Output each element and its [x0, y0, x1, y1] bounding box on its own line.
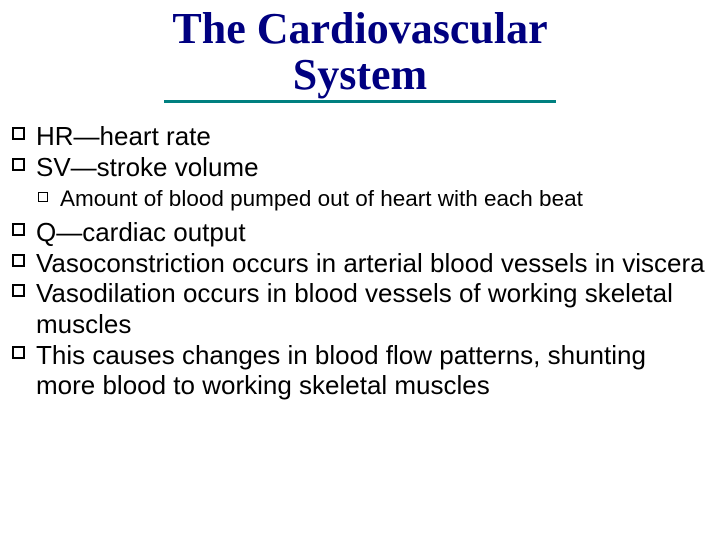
slide: The Cardiovascular System HR—heart rate … — [0, 0, 720, 540]
bullet-text: HR—heart rate — [36, 121, 211, 151]
bullet-text: This causes changes in blood flow patter… — [36, 340, 646, 401]
bullet-text: SV—stroke volume — [36, 152, 259, 182]
sub-bullet-item: Amount of blood pumped out of heart with… — [36, 185, 712, 213]
bullet-item: HR—heart rate — [8, 121, 712, 152]
slide-title: The Cardiovascular System — [164, 6, 555, 103]
title-container: The Cardiovascular System — [0, 0, 720, 103]
bullet-item: Vasodilation occurs in blood vessels of … — [8, 278, 712, 339]
bullet-item: This causes changes in blood flow patter… — [8, 340, 712, 401]
bullet-item: SV—stroke volume Amount of blood pumped … — [8, 152, 712, 213]
sub-bullet-list: Amount of blood pumped out of heart with… — [36, 185, 712, 213]
bullet-item: Vasoconstriction occurs in arterial bloo… — [8, 248, 712, 279]
bullet-text: Vasodilation occurs in blood vessels of … — [36, 278, 673, 339]
bullet-item: Q—cardiac output — [8, 217, 712, 248]
sub-bullet-text: Amount of blood pumped out of heart with… — [60, 186, 583, 211]
bullet-text: Vasoconstriction occurs in arterial bloo… — [36, 248, 705, 278]
slide-body: HR—heart rate SV—stroke volume Amount of… — [0, 103, 720, 401]
bullet-text: Q—cardiac output — [36, 217, 246, 247]
bullet-list: HR—heart rate SV—stroke volume Amount of… — [8, 121, 712, 401]
